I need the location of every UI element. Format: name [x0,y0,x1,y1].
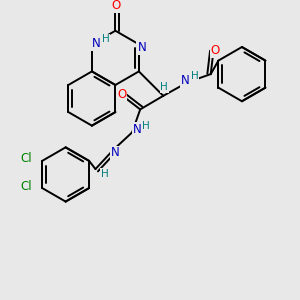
Text: H: H [160,82,168,92]
Text: N: N [111,146,119,160]
Text: O: O [211,44,220,57]
Text: N: N [182,74,190,87]
Text: N: N [92,37,101,50]
Text: H: H [142,121,149,131]
Text: H: H [102,34,109,44]
Text: N: N [137,41,146,54]
Text: H: H [101,169,109,179]
Text: N: N [133,123,141,136]
Text: O: O [112,0,121,12]
Text: H: H [190,71,198,82]
Text: Cl: Cl [21,180,32,193]
Text: O: O [117,88,126,101]
Text: Cl: Cl [21,152,32,166]
